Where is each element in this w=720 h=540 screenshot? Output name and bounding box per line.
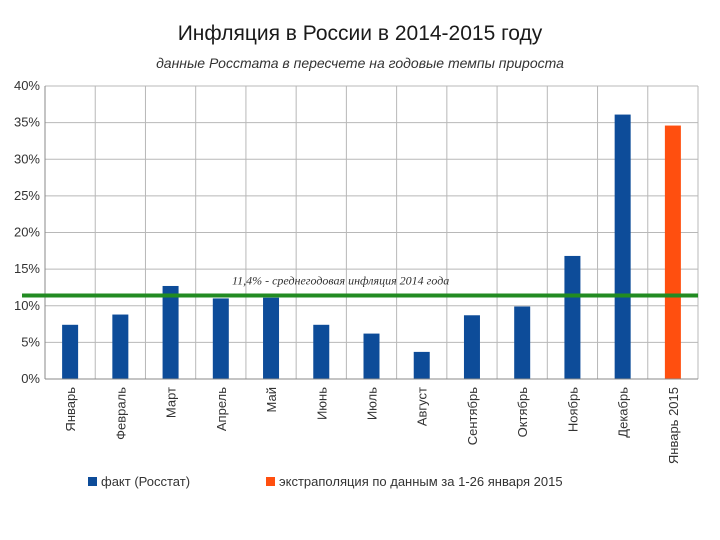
- legend-label: экстраполяция по данным за 1-26 января 2…: [279, 474, 563, 489]
- chart-subtitle: данные Росстата в пересчете на годовые т…: [156, 55, 564, 71]
- bar-extrapolation-12: [664, 125, 681, 380]
- axes: 0% 5% 10% 15% 20% 25% 30% 35% 40% Январь Февраль Ма…: [14, 78, 698, 464]
- y-tick-label: 20%: [14, 225, 40, 240]
- reference-line-label: 11,4% - среднегодовая инфляция 2014 года: [232, 273, 449, 287]
- bar-fact-9: [514, 306, 531, 379]
- legend-swatch: [88, 477, 97, 486]
- reference-line-group: 11,4% - среднегодовая инфляция 2014 года: [22, 273, 698, 298]
- x-tick-label: Январь 2015: [666, 387, 681, 464]
- bar-fact-2: [162, 285, 179, 379]
- x-tick-label: Сентябрь: [465, 387, 480, 445]
- x-tick-label: Август: [415, 387, 430, 426]
- bar-fact-8: [463, 315, 480, 379]
- x-tick-label: Май: [264, 387, 279, 412]
- y-tick-label: 0%: [21, 371, 40, 386]
- bar-fact-0: [62, 324, 79, 379]
- y-tick-label: 15%: [14, 261, 40, 276]
- bar-fact-6: [363, 333, 380, 379]
- y-tick-label: 40%: [14, 78, 40, 93]
- x-tick-label: Январь: [63, 387, 78, 432]
- x-tick-label: Декабрь: [616, 387, 631, 438]
- legend-label: факт (Росстат): [101, 474, 190, 489]
- bars: [62, 114, 681, 380]
- chart-title: Инфляция в России в 2014-2015 году: [177, 22, 543, 45]
- y-tick-label: 30%: [14, 151, 40, 166]
- x-tick-label: Март: [164, 387, 179, 418]
- bar-fact-4: [263, 297, 280, 379]
- bar-fact-11: [614, 114, 631, 379]
- y-tick-label: 10%: [14, 298, 40, 313]
- bar-fact-10: [564, 255, 581, 379]
- x-tick-label: Ноябрь: [565, 387, 580, 432]
- bar-fact-5: [313, 324, 330, 379]
- bar-fact-3: [212, 298, 229, 379]
- x-tick-label: Июнь: [314, 387, 329, 420]
- bar-fact-7: [413, 351, 430, 379]
- x-tick-label: Октябрь: [515, 387, 530, 438]
- bar-fact-1: [112, 314, 129, 379]
- y-tick-label: 25%: [14, 188, 40, 203]
- y-tick-label: 5%: [21, 334, 40, 349]
- legend: факт (Росстат) экстраполяция по данным за…: [88, 474, 563, 489]
- y-tick-label: 35%: [14, 115, 40, 130]
- legend-swatch: [266, 477, 275, 486]
- x-tick-label: Февраль: [113, 387, 128, 440]
- x-tick-label: Апрель: [214, 387, 229, 431]
- x-tick-label: Июль: [365, 387, 380, 420]
